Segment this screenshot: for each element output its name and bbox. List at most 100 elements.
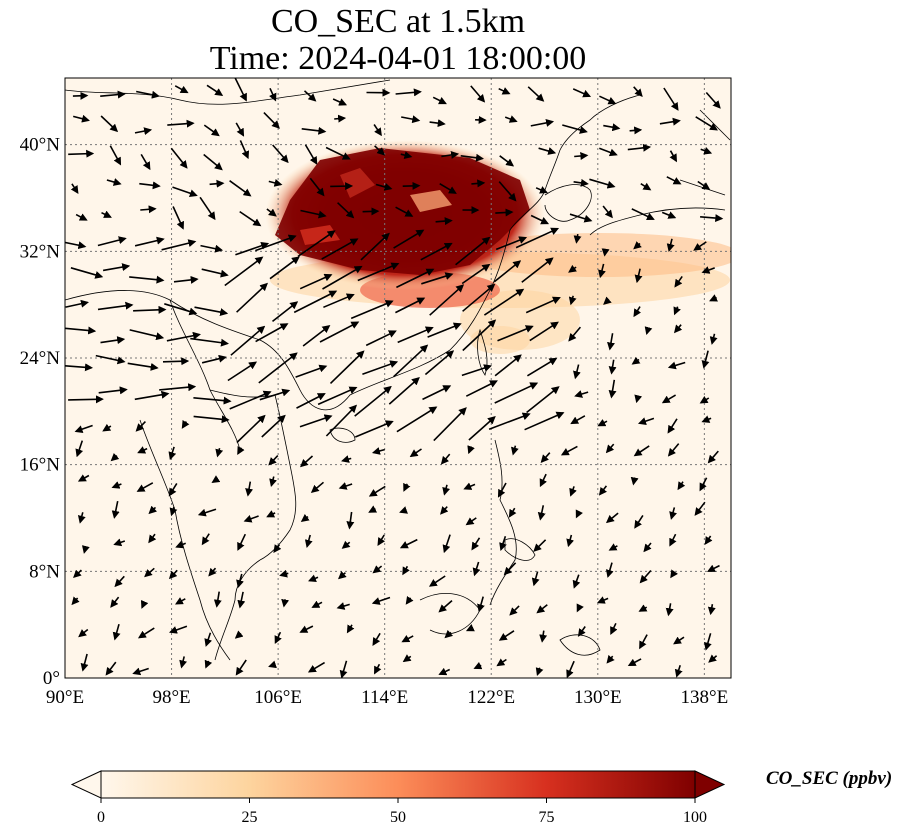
wind-arrow bbox=[239, 210, 262, 227]
wind-arrow bbox=[673, 324, 683, 334]
wind-arrow bbox=[440, 506, 449, 515]
wind-arrow bbox=[78, 628, 89, 638]
wind-arrow bbox=[135, 421, 146, 432]
wind-arrow bbox=[259, 388, 291, 401]
wind-arrow bbox=[100, 90, 126, 99]
wind-arrow bbox=[393, 229, 425, 249]
wind-arrow bbox=[601, 248, 610, 257]
wind-arrow bbox=[229, 180, 252, 197]
wind-arrow bbox=[206, 84, 224, 96]
wind-arrow bbox=[372, 565, 383, 574]
wind-arrow bbox=[174, 597, 186, 605]
wind-arrow bbox=[536, 604, 548, 614]
wind-arrow bbox=[461, 263, 491, 285]
wind-arrow bbox=[200, 244, 224, 253]
wind-arrow bbox=[697, 180, 711, 190]
wind-arrow bbox=[65, 241, 87, 250]
wind-arrow bbox=[707, 604, 716, 616]
wind-arrow bbox=[603, 296, 612, 305]
wind-arrow bbox=[297, 230, 336, 258]
wind-arrow bbox=[568, 295, 577, 306]
wind-arrow bbox=[299, 414, 333, 428]
wind-arrow bbox=[211, 475, 221, 483]
wind-arrow bbox=[311, 600, 323, 608]
wind-arrow bbox=[669, 150, 677, 163]
wind-arrow bbox=[589, 178, 616, 189]
wind-arrow bbox=[409, 448, 422, 458]
wind-arrow bbox=[701, 415, 712, 423]
wind-arrow bbox=[388, 377, 420, 405]
colorbar-tick-label: 25 bbox=[242, 809, 258, 826]
wind-arrow bbox=[127, 362, 159, 371]
wind-arrow bbox=[530, 214, 550, 225]
wind-arrow bbox=[193, 415, 230, 424]
wind-arrow bbox=[627, 658, 642, 667]
wind-arrow bbox=[266, 510, 276, 518]
wind-arrow bbox=[65, 363, 93, 372]
lat-tick-label: 40°N bbox=[20, 135, 61, 156]
lat-tick-label: 8°N bbox=[29, 561, 60, 582]
wind-arrow bbox=[667, 418, 678, 434]
wind-arrow bbox=[704, 535, 713, 545]
wind-arrow bbox=[576, 603, 584, 613]
wind-arrow bbox=[400, 151, 413, 159]
wind-arrow bbox=[638, 604, 648, 612]
wind-arrow bbox=[170, 147, 188, 169]
wind-arrow bbox=[470, 85, 486, 103]
wind-arrow bbox=[634, 394, 643, 404]
wind-arrow bbox=[317, 386, 358, 406]
wind-arrow bbox=[236, 282, 268, 313]
wind-arrow bbox=[341, 455, 352, 463]
wind-arrow bbox=[608, 379, 617, 399]
wind-arrow bbox=[237, 591, 246, 609]
wind-arrow bbox=[573, 178, 589, 187]
wind-arrow bbox=[368, 505, 378, 513]
wind-arrow bbox=[630, 476, 639, 486]
wind-arrow bbox=[488, 412, 531, 430]
wind-arrow bbox=[77, 512, 86, 524]
wind-arrow bbox=[439, 183, 457, 194]
wind-arrow bbox=[566, 534, 575, 548]
wind-arrow bbox=[75, 213, 88, 221]
wind-arrow bbox=[323, 293, 355, 309]
wind-arrow bbox=[137, 446, 148, 454]
wind-arrow bbox=[140, 599, 149, 609]
wind-arrow bbox=[465, 624, 475, 632]
wind-arrow bbox=[462, 283, 496, 312]
wind-arrow bbox=[606, 654, 615, 664]
wind-arrow bbox=[629, 126, 643, 135]
wind-arrow bbox=[705, 91, 721, 109]
wind-arrow bbox=[706, 564, 720, 572]
lat-tick-label: 32°N bbox=[20, 241, 61, 262]
wind-arrow bbox=[535, 667, 544, 677]
wind-arrow bbox=[537, 505, 546, 521]
wind-arrow bbox=[669, 533, 677, 547]
wind-arrow bbox=[339, 660, 348, 678]
wind-arrow bbox=[401, 115, 421, 124]
wind-arrow bbox=[607, 333, 615, 351]
wind-arrow bbox=[65, 326, 97, 335]
wind-arrow bbox=[498, 630, 515, 641]
wind-arrow bbox=[269, 87, 277, 102]
wind-arrow bbox=[354, 385, 392, 417]
wind-arrow bbox=[402, 181, 421, 190]
wind-arrow bbox=[266, 208, 277, 217]
wind-arrow bbox=[350, 300, 394, 320]
wind-arrow bbox=[213, 591, 222, 608]
wind-arrow bbox=[396, 268, 435, 289]
wind-arrow bbox=[215, 447, 224, 458]
wind-arrow bbox=[329, 350, 365, 384]
wind-arrow bbox=[463, 482, 476, 490]
wind-arrow bbox=[670, 569, 678, 579]
wind-arrow bbox=[499, 155, 515, 167]
wind-arrow bbox=[483, 288, 525, 316]
wind-arrow bbox=[71, 596, 80, 606]
wind-arrow bbox=[98, 386, 128, 395]
wind-arrow bbox=[102, 263, 131, 272]
wind-arrow bbox=[268, 660, 277, 669]
lon-tick-labels: 90°E 98°E 106°E 114°E 122°E 130°E 138°E bbox=[46, 687, 728, 708]
wind-arrow bbox=[605, 512, 619, 524]
wind-arrow bbox=[598, 263, 606, 279]
wind-arrow bbox=[708, 654, 718, 663]
wind-arrow bbox=[308, 574, 319, 582]
